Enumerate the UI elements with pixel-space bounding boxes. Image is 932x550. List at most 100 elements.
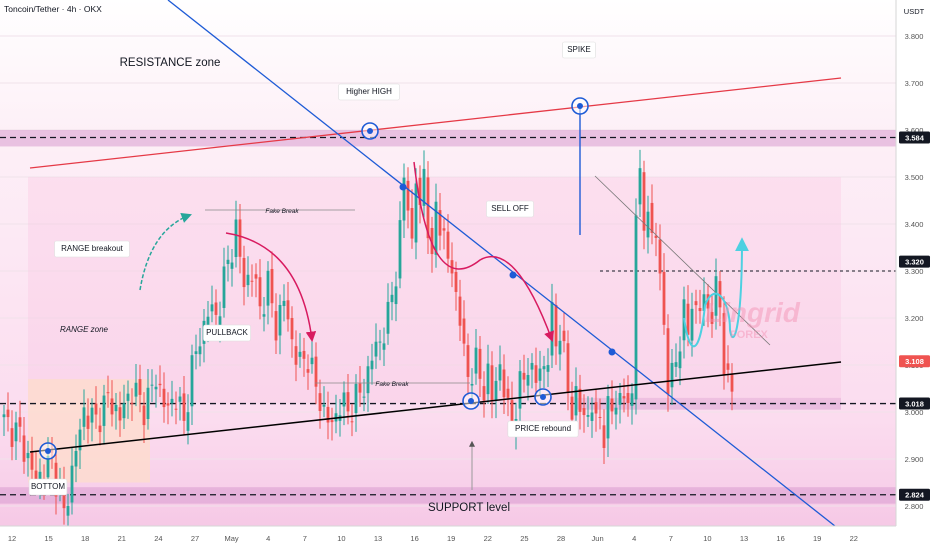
- candle-body: [482, 386, 486, 401]
- x-tick-label: 12: [8, 534, 16, 543]
- candle-body: [222, 266, 226, 308]
- candle-body: [446, 231, 450, 259]
- retest-band: [575, 397, 841, 410]
- candle-body: [250, 280, 254, 282]
- candle-body: [642, 172, 646, 231]
- candle-body: [254, 274, 258, 279]
- x-tick-label: 22: [484, 534, 492, 543]
- price-badge-label: 3.018: [905, 400, 924, 409]
- x-tick-label: 19: [447, 534, 455, 543]
- candle-body: [678, 351, 682, 369]
- candle-body: [310, 357, 314, 365]
- candle-body: [714, 276, 718, 316]
- time-axis[interactable]: 12 15 18 21 24 27 May 4 7 10 13 16 19 22 25 28 Jun 4 7 10 13…: [0, 525, 932, 550]
- x-tick-label: 10: [337, 534, 345, 543]
- candle-body: [602, 425, 606, 448]
- candle-body: [162, 388, 166, 408]
- candle-body: [198, 346, 202, 355]
- candle-body: [462, 318, 466, 344]
- y-tick-label: 3.800: [905, 32, 924, 41]
- candle-body: [694, 301, 698, 306]
- breakout-arrow: [139, 213, 192, 291]
- candle-body: [206, 316, 210, 326]
- candle-body: [70, 465, 74, 503]
- candle-body: [406, 180, 410, 211]
- candle-body: [306, 369, 310, 373]
- candle-body: [182, 393, 186, 421]
- y-tick-label: 2.800: [905, 502, 924, 511]
- resistance-band: [0, 130, 896, 147]
- touch-dot: [399, 183, 407, 191]
- x-tick-label: 22: [850, 534, 858, 543]
- candle-body: [294, 346, 298, 365]
- candle-body: [626, 392, 630, 403]
- candle-body: [458, 296, 462, 326]
- candle-body: [270, 268, 274, 304]
- candle-body: [494, 380, 498, 401]
- candle-body: [454, 271, 458, 292]
- x-tick-label: 13: [740, 534, 748, 543]
- price-badge: [899, 397, 930, 410]
- candle-body: [730, 374, 734, 392]
- candle-body: [210, 304, 214, 312]
- price-rebound-label: PRICE rebound: [515, 424, 571, 433]
- candle-body: [166, 403, 170, 406]
- candle-body: [382, 343, 386, 350]
- candle-body: [702, 294, 706, 311]
- x-tick-label: 16: [410, 534, 418, 543]
- spike-marker-dot: [577, 103, 583, 109]
- candle-body: [526, 375, 530, 386]
- candle-body: [10, 428, 14, 447]
- symbol-title: Toncoin/Tether · 4h · OKX: [4, 4, 102, 14]
- candle-body: [498, 364, 502, 381]
- candle-body: [102, 395, 106, 426]
- candle-body: [342, 392, 346, 407]
- candle-body: [506, 388, 510, 398]
- candle-body: [78, 429, 82, 451]
- candle-body: [470, 383, 474, 386]
- candle-body: [566, 343, 570, 393]
- candle-body: [194, 351, 198, 355]
- candle-body: [230, 262, 234, 269]
- candle-body: [486, 363, 490, 395]
- candle-body: [366, 366, 370, 394]
- candle-body: [118, 407, 122, 421]
- range-breakout-label: RANGE breakout: [61, 244, 124, 253]
- candle-body: [390, 294, 394, 303]
- candle-body: [346, 392, 350, 412]
- candle-body: [618, 392, 622, 405]
- candle-body: [614, 407, 618, 415]
- currency-label: USDT: [904, 7, 925, 16]
- candle-body: [18, 417, 22, 427]
- candle-body: [490, 365, 494, 401]
- candle-body: [370, 360, 374, 370]
- candle-body: [298, 351, 302, 357]
- candle-body: [434, 201, 438, 255]
- candle-body: [662, 271, 666, 325]
- candle-body: [594, 402, 598, 414]
- x-tick-label: May: [225, 534, 239, 543]
- candle-body: [666, 328, 670, 395]
- candle-body: [146, 387, 150, 420]
- candle-body: [274, 311, 278, 341]
- spike-label: SPIKE: [567, 45, 591, 54]
- fake-break-2-label: Fake Break: [375, 381, 409, 388]
- candle-body: [30, 452, 34, 470]
- candle-body: [38, 471, 42, 482]
- candle-body: [658, 239, 662, 274]
- candle-body: [442, 228, 446, 231]
- watermark: Lingrid FOREX: [705, 297, 801, 341]
- candle-body: [290, 317, 294, 340]
- price-axis[interactable]: USDT 2.8002.9003.0003.1003.2003.3003.400…: [895, 0, 932, 550]
- y-tick-label: 2.900: [905, 455, 924, 464]
- candle-body: [190, 355, 194, 407]
- candle-body: [394, 286, 398, 305]
- candle-body: [574, 386, 578, 416]
- x-tick-label: 24: [154, 534, 162, 543]
- price-badge-label: 3.320: [905, 258, 924, 267]
- candle-body: [706, 294, 710, 309]
- fake-break-marker-dot: [468, 398, 474, 404]
- y-tick-label: 3.200: [905, 314, 924, 323]
- candle-body: [414, 183, 418, 243]
